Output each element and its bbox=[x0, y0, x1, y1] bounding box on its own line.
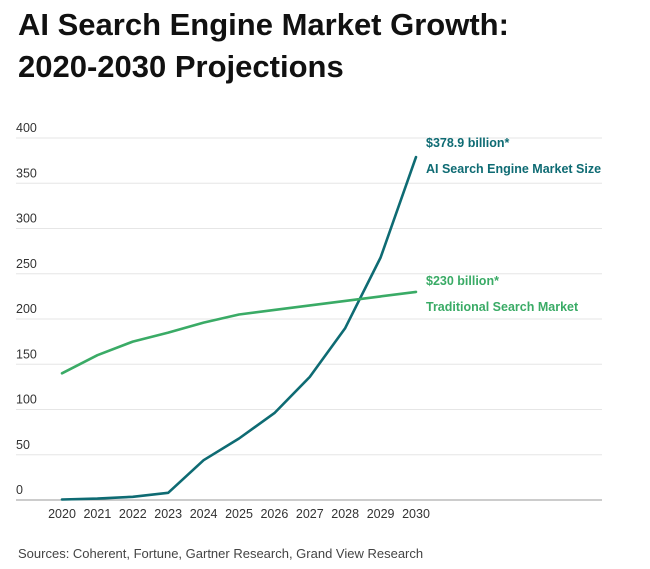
data-point-ai-2022 bbox=[130, 494, 135, 499]
data-point-traditional-2020 bbox=[60, 371, 65, 376]
data-point-ai-2021 bbox=[95, 496, 100, 501]
y-tick-label-300: 300 bbox=[16, 212, 37, 226]
x-tick-label-2022: 2022 bbox=[119, 507, 147, 521]
data-point-ai-2024 bbox=[201, 458, 206, 463]
x-tick-label-2020: 2020 bbox=[48, 507, 76, 521]
y-tick-label-250: 250 bbox=[16, 257, 37, 271]
x-tick-label-2028: 2028 bbox=[331, 507, 359, 521]
data-point-ai-2029 bbox=[378, 255, 383, 260]
x-tick-label-2024: 2024 bbox=[190, 507, 218, 521]
data-point-traditional-2029 bbox=[378, 294, 383, 299]
series-line-traditional bbox=[60, 290, 418, 375]
x-tick-label-2030: 2030 bbox=[402, 507, 430, 521]
y-tick-label-200: 200 bbox=[16, 302, 37, 316]
data-point-ai-2030 bbox=[414, 155, 419, 160]
y-tick-label-350: 350 bbox=[16, 166, 37, 180]
data-point-ai-2023 bbox=[166, 490, 171, 495]
x-tick-label-2023: 2023 bbox=[154, 507, 182, 521]
y-tick-label-100: 100 bbox=[16, 393, 37, 407]
data-point-traditional-2030 bbox=[414, 289, 419, 294]
end-label-series-ai: AI Search Engine Market Size bbox=[426, 162, 601, 176]
chart-title: AI Search Engine Market Growth: 2020-203… bbox=[18, 4, 638, 88]
data-point-ai-2027 bbox=[307, 374, 312, 379]
x-tick-label-2026: 2026 bbox=[260, 507, 288, 521]
y-tick-label-0: 0 bbox=[16, 483, 23, 497]
title-line-2: 2020-2030 Projections bbox=[18, 49, 344, 84]
data-point-traditional-2024 bbox=[201, 320, 206, 325]
data-point-traditional-2028 bbox=[343, 298, 348, 303]
y-tick-label-150: 150 bbox=[16, 347, 37, 361]
x-tick-label-2021: 2021 bbox=[83, 507, 111, 521]
source-note: Sources: Coherent, Fortune, Gartner Rese… bbox=[18, 546, 424, 561]
data-point-ai-2028 bbox=[343, 326, 348, 331]
data-point-traditional-2021 bbox=[95, 353, 100, 358]
data-point-traditional-2027 bbox=[307, 303, 312, 308]
end-label-value-ai: $378.9 billion* bbox=[426, 136, 510, 150]
data-point-ai-2020 bbox=[60, 497, 65, 502]
data-point-traditional-2023 bbox=[166, 330, 171, 335]
end-label-series-traditional: Traditional Search Market bbox=[426, 300, 579, 314]
title-line-1: AI Search Engine Market Growth: bbox=[18, 7, 509, 42]
data-point-traditional-2025 bbox=[237, 312, 242, 317]
y-tick-label-400: 400 bbox=[16, 121, 37, 135]
y-tick-label-50: 50 bbox=[16, 438, 30, 452]
data-point-ai-2025 bbox=[237, 436, 242, 441]
series-line-ai bbox=[60, 155, 418, 501]
x-tick-label-2029: 2029 bbox=[367, 507, 395, 521]
data-point-traditional-2026 bbox=[272, 307, 277, 312]
end-label-value-traditional: $230 billion* bbox=[426, 274, 499, 288]
data-point-ai-2026 bbox=[272, 411, 277, 416]
data-point-traditional-2022 bbox=[130, 339, 135, 344]
x-tick-label-2027: 2027 bbox=[296, 507, 324, 521]
x-tick-label-2025: 2025 bbox=[225, 507, 253, 521]
